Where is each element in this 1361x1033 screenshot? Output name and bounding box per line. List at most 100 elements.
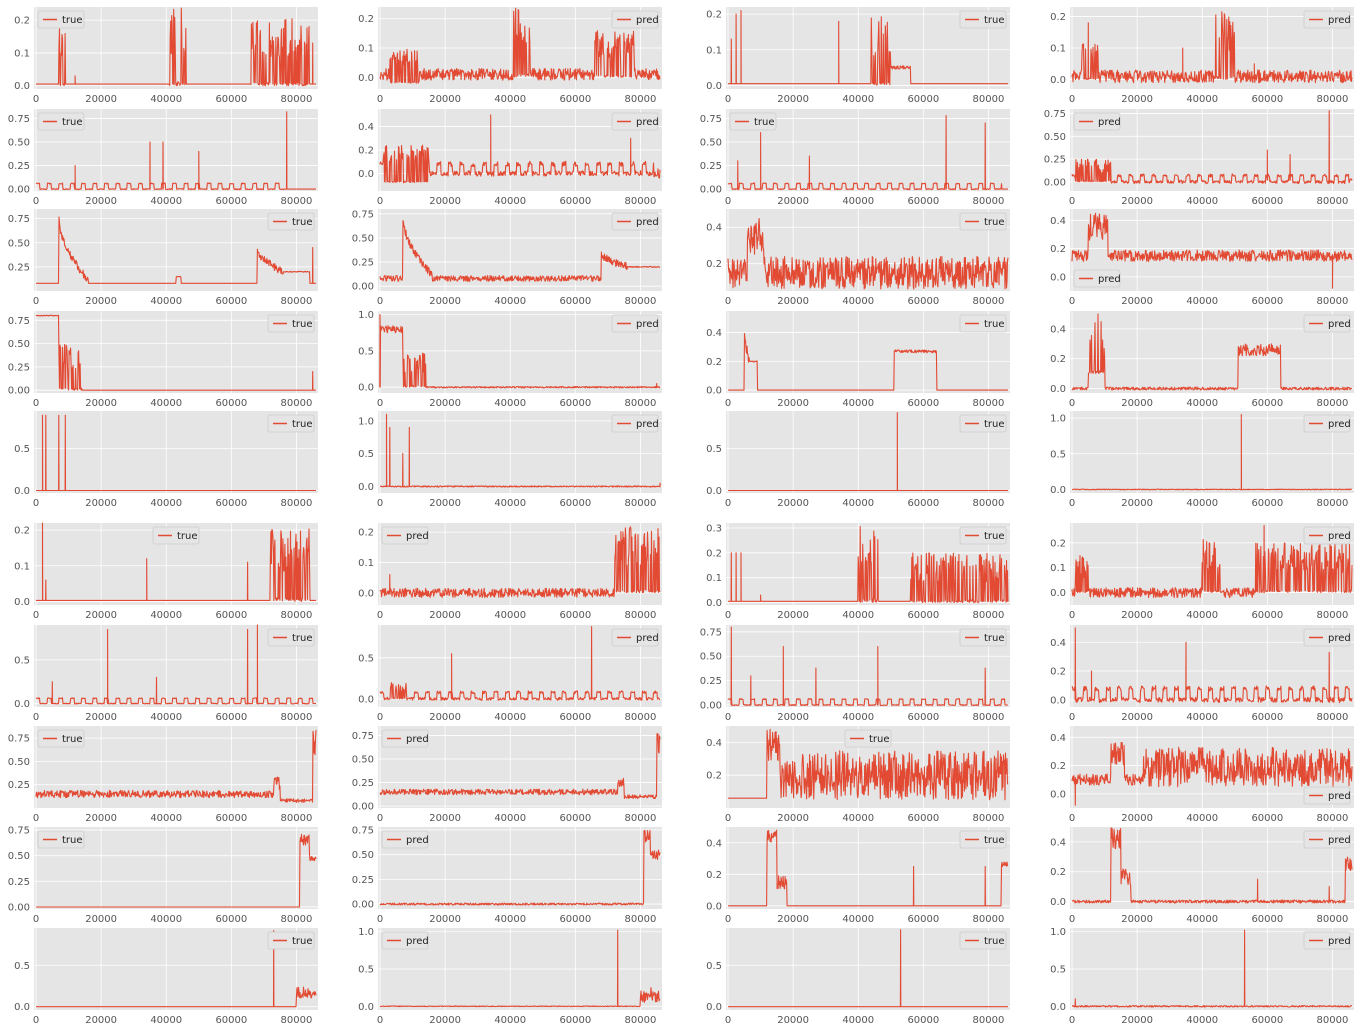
legend-label: pred bbox=[636, 15, 659, 26]
x-tick-label: 0 bbox=[377, 196, 383, 207]
legend: pred bbox=[1303, 10, 1351, 29]
legend-label: true bbox=[62, 15, 83, 26]
y-tick-label: 0.00 bbox=[8, 185, 30, 196]
x-tick-label: 40000 bbox=[842, 196, 874, 207]
x-tick-label: 40000 bbox=[494, 712, 526, 723]
x-tick-label: 60000 bbox=[215, 610, 247, 621]
x-tick-label: 0 bbox=[725, 398, 731, 409]
legend-label: pred bbox=[1328, 15, 1351, 26]
x-tick-label: 0 bbox=[377, 813, 383, 824]
y-tick-label: 0.75 bbox=[700, 114, 722, 125]
x-tick-label: 20000 bbox=[1121, 914, 1153, 925]
x-tick-label: 80000 bbox=[1317, 296, 1349, 307]
y-tick-label: 0.25 bbox=[700, 676, 722, 687]
y-tick-label: 0.0 bbox=[1050, 695, 1066, 706]
x-tick-label: 60000 bbox=[215, 498, 247, 509]
series-line-true bbox=[727, 10, 1009, 86]
subplot-2-4: 0 20000 40000 60000 80000 0.00 0.25 0.50 0.75 pre… bbox=[1044, 109, 1354, 207]
y-tick-label: 0.4 bbox=[1050, 837, 1066, 848]
y-tick-label: 0.00 bbox=[700, 185, 722, 196]
y-tick-label: 0.2 bbox=[1050, 354, 1066, 365]
x-tick-label: 0 bbox=[1069, 296, 1075, 307]
x-tick-label: 20000 bbox=[429, 813, 461, 824]
x-tick-label: 60000 bbox=[559, 1015, 591, 1026]
y-tick-label: 0.1 bbox=[14, 48, 30, 59]
y-tick-label: 0.5 bbox=[706, 444, 722, 455]
x-tick-label: 40000 bbox=[150, 712, 182, 723]
legend-label: pred bbox=[1328, 319, 1351, 330]
y-tick-label: 0.5 bbox=[14, 655, 30, 666]
subplot-6-3: 0 20000 40000 60000 80000 0.0 0.1 0.2 0.3 true bbox=[706, 523, 1010, 621]
y-tick-label: 0.1 bbox=[358, 558, 374, 569]
x-tick-label: 0 bbox=[377, 498, 383, 509]
x-tick-label: 40000 bbox=[842, 610, 874, 621]
y-tick-label: 0.00 bbox=[8, 902, 30, 913]
legend: true bbox=[729, 112, 777, 131]
x-tick-label: 0 bbox=[725, 914, 731, 925]
x-tick-label: 80000 bbox=[1317, 712, 1349, 723]
series-line-true bbox=[727, 526, 1009, 604]
y-tick-label: 0.0 bbox=[1050, 384, 1066, 395]
x-tick-label: 0 bbox=[33, 914, 39, 925]
y-tick-label: 0.25 bbox=[8, 780, 30, 791]
series-line-pred bbox=[1071, 110, 1353, 185]
x-tick-label: 20000 bbox=[85, 498, 117, 509]
x-tick-label: 20000 bbox=[777, 914, 809, 925]
x-tick-label: 60000 bbox=[215, 196, 247, 207]
legend-label: true bbox=[292, 633, 313, 644]
series-line-pred bbox=[379, 626, 661, 701]
x-tick-label: 40000 bbox=[842, 296, 874, 307]
legend-box bbox=[844, 729, 892, 748]
y-tick-label: 0.4 bbox=[358, 122, 374, 133]
x-tick-label: 60000 bbox=[1251, 1015, 1283, 1026]
y-tick-label: 0.00 bbox=[1044, 177, 1066, 188]
x-tick-label: 60000 bbox=[559, 94, 591, 105]
x-tick-label: 0 bbox=[1069, 398, 1075, 409]
x-tick-label: 80000 bbox=[1317, 914, 1349, 925]
x-tick-label: 60000 bbox=[907, 498, 939, 509]
y-tick-label: 0.2 bbox=[358, 14, 374, 25]
legend-label: true bbox=[984, 419, 1005, 430]
legend-label: true bbox=[984, 936, 1005, 947]
y-tick-label: 0.5 bbox=[358, 965, 374, 976]
y-tick-label: 0.5 bbox=[358, 653, 374, 664]
legend-label: true bbox=[984, 531, 1005, 542]
subplot-1-3: 0 20000 40000 60000 80000 0.0 0.1 0.2 true bbox=[706, 7, 1010, 105]
x-tick-label: 80000 bbox=[973, 296, 1005, 307]
legend-label: true bbox=[984, 633, 1005, 644]
y-tick-label: 0.5 bbox=[1050, 449, 1066, 460]
x-tick-label: 0 bbox=[1069, 1015, 1075, 1026]
y-tick-label: 0.5 bbox=[706, 961, 722, 972]
x-tick-label: 20000 bbox=[429, 498, 461, 509]
legend-box bbox=[959, 830, 1007, 849]
x-tick-label: 20000 bbox=[1121, 610, 1153, 621]
series-line-true bbox=[35, 216, 317, 284]
series-line-pred bbox=[1071, 627, 1353, 704]
y-tick-label: 0.2 bbox=[1050, 244, 1066, 255]
y-tick-label: 0.50 bbox=[352, 754, 374, 765]
y-tick-label: 0.2 bbox=[14, 16, 30, 27]
x-tick-label: 80000 bbox=[1317, 94, 1349, 105]
x-tick-label: 40000 bbox=[150, 498, 182, 509]
legend-label: true bbox=[62, 734, 83, 745]
y-tick-label: 0.25 bbox=[352, 778, 374, 789]
x-tick-label: 80000 bbox=[973, 398, 1005, 409]
subplot-7-4: 0 20000 40000 60000 80000 0.0 0.2 0.4 pred bbox=[1050, 625, 1354, 723]
x-tick-label: 60000 bbox=[559, 813, 591, 824]
x-tick-label: 60000 bbox=[1251, 498, 1283, 509]
legend: true bbox=[37, 10, 85, 29]
x-tick-label: 40000 bbox=[150, 196, 182, 207]
y-tick-label: 0.00 bbox=[700, 701, 722, 712]
legend-box bbox=[1303, 526, 1351, 545]
subplot-3-2: 0 20000 40000 60000 80000 0.00 0.25 0.50 0.75 pre… bbox=[352, 209, 662, 307]
x-tick-label: 20000 bbox=[1121, 813, 1153, 824]
series-line-true bbox=[35, 522, 317, 602]
legend-label: true bbox=[292, 217, 313, 228]
x-tick-label: 40000 bbox=[494, 610, 526, 621]
y-tick-label: 0.0 bbox=[358, 383, 374, 394]
x-tick-label: 80000 bbox=[1317, 498, 1349, 509]
y-tick-label: 0.2 bbox=[706, 10, 722, 21]
x-tick-label: 40000 bbox=[1186, 813, 1218, 824]
series-line-pred bbox=[379, 220, 661, 282]
x-tick-label: 60000 bbox=[1251, 813, 1283, 824]
